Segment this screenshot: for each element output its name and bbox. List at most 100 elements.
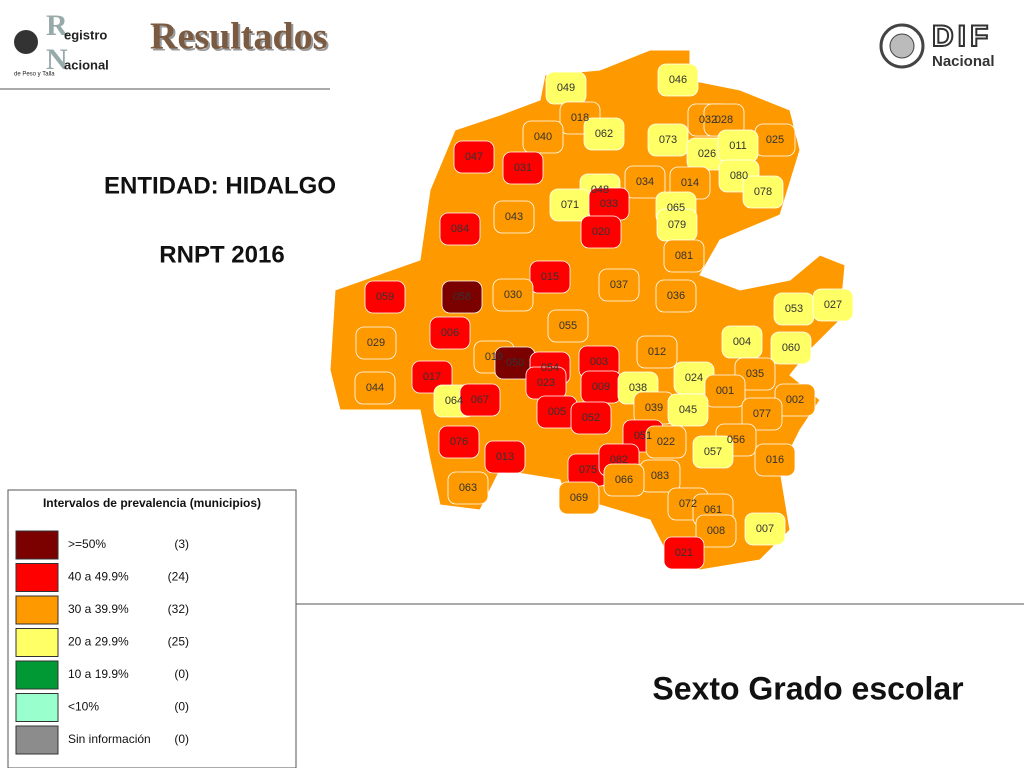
municipality [438, 425, 480, 459]
municipality [493, 200, 535, 234]
municipality-code: 027 [824, 299, 842, 311]
logo-text: DIF [932, 20, 992, 53]
municipality-code: 019 [485, 351, 503, 363]
municipality-code: 038 [629, 382, 647, 394]
municipality [812, 288, 854, 322]
municipality-code: 016 [766, 454, 784, 466]
legend-label: Sin información [68, 732, 151, 746]
municipality [453, 140, 495, 174]
municipality-code: 023 [537, 377, 555, 389]
municipality [647, 123, 689, 157]
municipality-code: 057 [704, 446, 722, 458]
municipality-code: 029 [367, 337, 385, 349]
municipality-code: 078 [754, 186, 772, 198]
municipality [695, 514, 737, 548]
legend-label: >=50% [68, 537, 106, 551]
legend-swatch [15, 725, 59, 755]
municipality-code: 009 [592, 381, 610, 393]
municipality-code: 008 [707, 525, 725, 537]
municipality [598, 268, 640, 302]
legend-count: (0) [174, 667, 189, 681]
legend-count: (25) [168, 635, 189, 649]
municipality-code: 004 [733, 336, 751, 348]
municipality-code: 054 [541, 362, 559, 374]
municipality-code: 012 [648, 346, 666, 358]
municipality [741, 397, 783, 431]
municipality [439, 212, 481, 246]
municipality-code: 053 [785, 303, 803, 315]
legend-count: (3) [174, 537, 189, 551]
municipality-code: 020 [592, 226, 610, 238]
legend-swatch [15, 595, 59, 625]
municipality [645, 425, 687, 459]
municipality-code: 005 [548, 406, 566, 418]
municipality-code: 044 [366, 382, 384, 394]
legend-swatch [15, 530, 59, 560]
legend-count: (0) [174, 700, 189, 714]
municipality [580, 215, 622, 249]
legend-title: Intervalos de prevalencia (municipios) [43, 496, 261, 510]
legend-label: 20 a 29.9% [68, 635, 129, 649]
municipality [522, 120, 564, 154]
municipality [663, 239, 705, 273]
municipality [447, 471, 489, 505]
logo-text: egistro [64, 27, 107, 42]
logo-tagline: de Peso y Talla [14, 72, 55, 78]
municipality-code: 084 [451, 223, 469, 235]
municipality [558, 481, 600, 515]
title: Resultados [150, 16, 327, 58]
subtitle: RNPT 2016 [159, 241, 284, 268]
municipality-code: 039 [645, 402, 663, 414]
municipality-code: 079 [668, 219, 686, 231]
municipality-shapes [354, 63, 854, 570]
municipality-code: 025 [766, 134, 784, 146]
logo-text: acional [64, 57, 109, 72]
municipality-code: 062 [595, 128, 613, 140]
municipality-code: 069 [570, 492, 588, 504]
municipality-code: 014 [681, 177, 699, 189]
municipality-code: 072 [679, 498, 697, 510]
municipality-code: 052 [582, 412, 600, 424]
municipality-code: 077 [753, 408, 771, 420]
municipality [655, 279, 697, 313]
legend: Intervalos de prevalencia (municipios) >… [7, 489, 297, 768]
municipality [704, 374, 746, 408]
municipality-code: 040 [534, 131, 552, 143]
municipality-code: 024 [685, 372, 703, 384]
municipality-code: 071 [561, 199, 579, 211]
municipality [636, 335, 678, 369]
municipality [744, 512, 786, 546]
municipality-code: 065 [667, 202, 685, 214]
municipality-code: 030 [504, 289, 522, 301]
legend-swatch [15, 563, 59, 592]
municipality [603, 463, 645, 497]
municipality [429, 316, 471, 350]
municipality [355, 326, 397, 360]
municipality-code: 028 [715, 114, 733, 126]
entity: ENTIDAD: HIDALGO [104, 172, 336, 199]
municipality-code: 031 [514, 162, 532, 174]
legend-count: (0) [174, 732, 189, 746]
municipality-code: 056 [727, 434, 745, 446]
municipality-code: 060 [782, 342, 800, 354]
municipality [441, 280, 483, 314]
municipality [657, 63, 699, 97]
logo-seal [889, 33, 915, 59]
municipality [354, 371, 396, 405]
municipality-code: 067 [471, 394, 489, 406]
legend-label: 40 a 49.9% [68, 570, 129, 584]
municipality-code: 049 [557, 82, 575, 94]
legend-swatch [15, 660, 59, 690]
municipality-code: 007 [756, 523, 774, 535]
municipality-code: 082 [610, 454, 628, 466]
municipality-code: 006 [441, 327, 459, 339]
municipality-code: 037 [610, 279, 628, 291]
municipality-code: 035 [746, 368, 764, 380]
municipality [624, 165, 666, 199]
municipality-code: 018 [571, 112, 589, 124]
municipality-code: 001 [716, 385, 734, 397]
municipality [742, 175, 784, 209]
